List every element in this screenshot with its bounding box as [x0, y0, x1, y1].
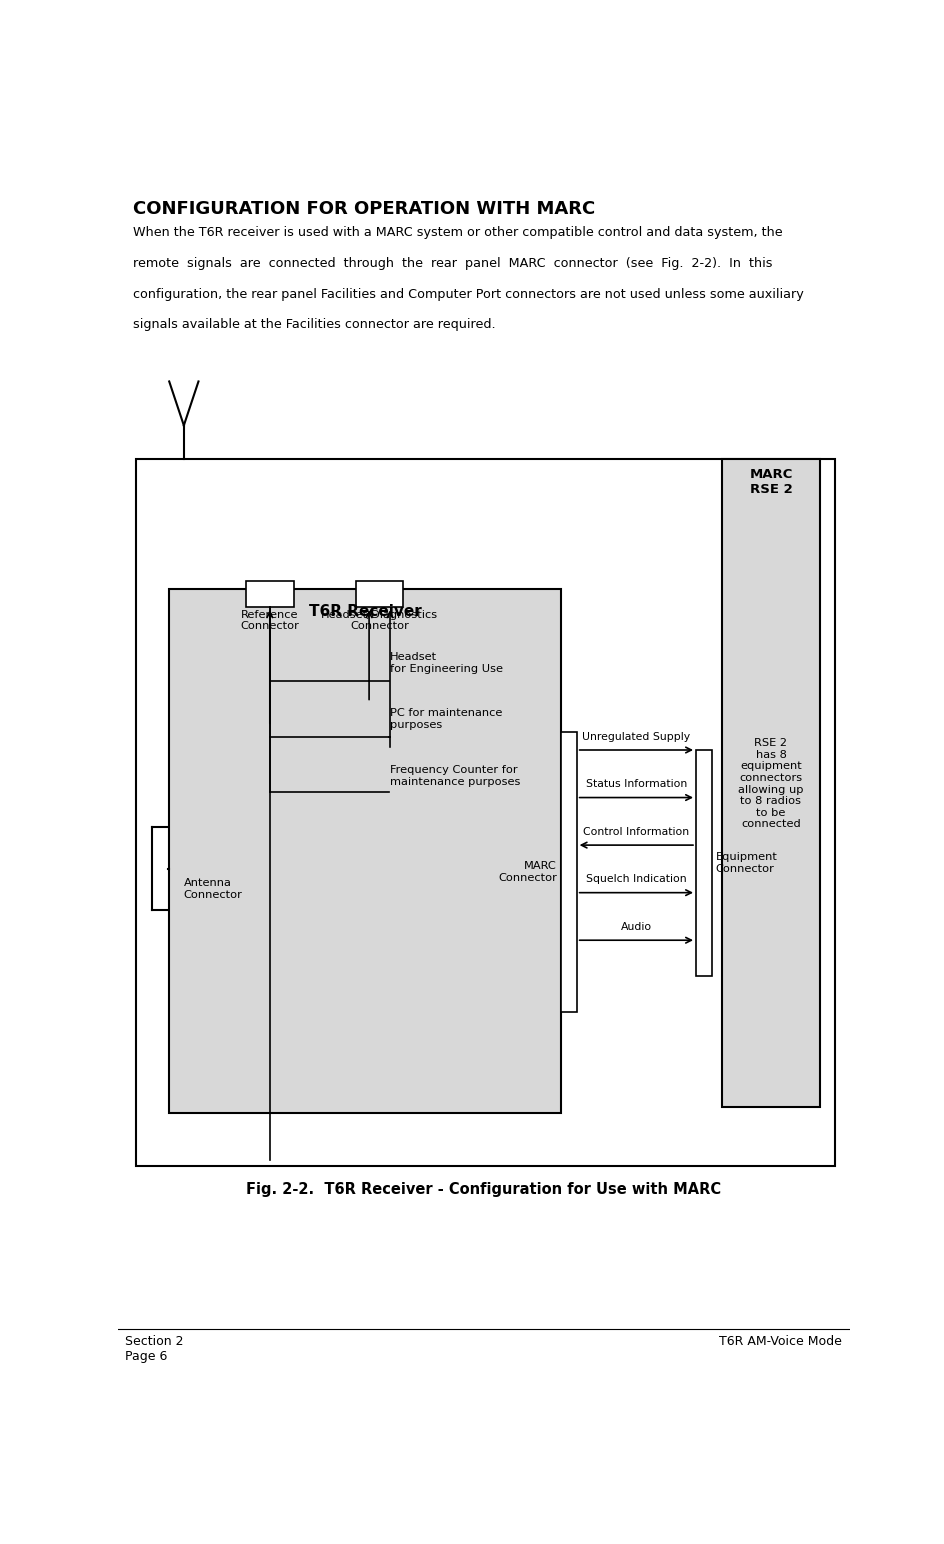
Text: MARC
RSE 2: MARC RSE 2: [750, 468, 793, 496]
Text: T6R AM-Voice Mode: T6R AM-Voice Mode: [719, 1336, 842, 1348]
Text: Control Information: Control Information: [583, 826, 689, 837]
Text: remote  signals  are  connected  through  the  rear  panel  MARC  connector  (se: remote signals are connected through the…: [132, 256, 772, 270]
Bar: [356, 581, 403, 607]
Text: signals available at the Facilities connector are required.: signals available at the Facilities conn…: [132, 318, 496, 332]
Bar: [561, 732, 577, 1011]
Text: Section 2
Page 6: Section 2 Page 6: [126, 1336, 184, 1363]
Text: Equipment
Connector: Equipment Connector: [716, 852, 778, 874]
Text: CONFIGURATION FOR OPERATION WITH MARC: CONFIGURATION FOR OPERATION WITH MARC: [132, 199, 595, 218]
Text: Headset/Diagnostics
Connector: Headset/Diagnostics Connector: [321, 610, 438, 631]
Text: Reference
Connector: Reference Connector: [241, 610, 299, 631]
Text: configuration, the rear panel Facilities and Computer Port connectors are not us: configuration, the rear panel Facilities…: [132, 287, 803, 301]
Text: Fig. 2-2.  T6R Receiver - Configuration for Use with MARC: Fig. 2-2. T6R Receiver - Configuration f…: [246, 1181, 721, 1197]
Text: MARC
Connector: MARC Connector: [498, 862, 557, 883]
Text: PC for maintenance
purposes: PC for maintenance purposes: [390, 709, 502, 730]
Bar: [136, 459, 834, 1166]
Bar: [696, 750, 712, 976]
Text: Antenna
Connector: Antenna Connector: [184, 879, 243, 900]
Text: Headset
for Engineering Use: Headset for Engineering Use: [390, 652, 503, 673]
Bar: [246, 581, 294, 607]
Text: Unregulated Supply: Unregulated Supply: [582, 732, 690, 741]
Text: Status Information: Status Information: [585, 780, 687, 789]
Text: T6R Receiver: T6R Receiver: [309, 604, 421, 619]
Text: RSE 2
has 8
equipment
connectors
allowing up
to 8 radios
to be
connected: RSE 2 has 8 equipment connectors allowin…: [738, 738, 803, 829]
Text: Audio: Audio: [621, 922, 652, 933]
Bar: [721, 459, 820, 1107]
Text: Frequency Counter for
maintenance purposes: Frequency Counter for maintenance purpos…: [390, 766, 520, 787]
Text: Squelch Indication: Squelch Indication: [586, 874, 686, 885]
Text: When the T6R receiver is used with a MARC system or other compatible control and: When the T6R receiver is used with a MAR…: [132, 225, 783, 239]
Bar: [169, 590, 561, 1113]
